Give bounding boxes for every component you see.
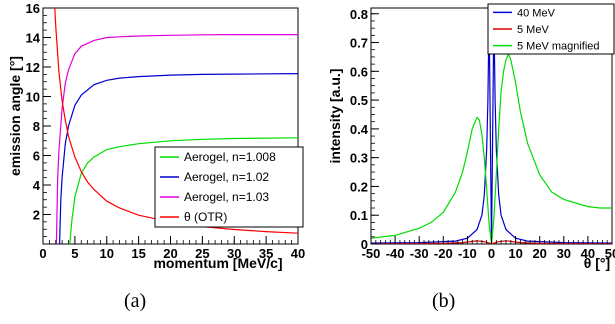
chart-panel-1: -50 -40 -30 -20 -10 0 10 20 30 40 50 0 0.1 0.2 0.3 0.4 0… [327,3,615,271]
series-line-2 [371,52,612,244]
x-tick-label: 25 [195,246,209,261]
y-tick-label: 4 [33,178,41,193]
x-tick-label: -40 [386,246,405,261]
y-tick-label: 0.1 [350,208,368,223]
legend-label: Aerogel, n=1.02 [184,170,269,184]
x-tick-label: -10 [458,246,477,261]
series-line-1 [59,73,298,244]
x-tick-label: 30 [227,246,241,261]
legend-label: Aerogel, n=1.03 [184,190,269,204]
series-line-0 [69,137,298,244]
x-tick-label: 35 [259,246,273,261]
series-line-0 [371,13,612,244]
y-tick-label: 12 [26,60,40,75]
caption-a: (a) [124,290,147,312]
legend-label: 5 MeV [517,24,549,36]
x-tick-label: -20 [434,246,453,261]
y-tick-label: 0.8 [350,7,368,22]
y-tick-label: 16 [26,1,40,16]
x-tick-label: 5 [71,246,78,261]
caption-b: (b) [432,290,456,312]
x-axis-title: θ [°] [584,255,610,271]
y-tick-label: 0.7 [350,36,368,51]
legend-label: Aerogel, n=1.008 [184,150,276,164]
y-tick-label: 8 [33,119,40,134]
legend-label: 40 MeV [517,7,556,19]
x-tick-label: -50 [362,246,381,261]
y-tick-label: 0 [361,237,368,252]
series-line-2 [55,33,298,244]
y-tick-label: 0.4 [350,122,369,137]
y-tick-label: 14 [26,31,41,46]
x-tick-label: -30 [410,246,429,261]
x-tick-label: 10 [100,246,114,261]
x-tick-label: 30 [557,246,571,261]
legend-label: θ (OTR) [184,210,227,224]
y-tick-label: 0.5 [350,93,368,108]
y-tick-label: 6 [33,149,40,164]
y-axis-title: emission angle [°] [7,56,23,176]
x-tick-label: 20 [163,246,177,261]
legend-label: 5 MeV magnified [517,41,600,53]
y-tick-label: 2 [33,208,40,223]
chart-panel-0: 0 5 10 15 20 25 30 35 40 2 4 6 8 10 12 14 16 emission ang… [7,1,305,271]
x-tick-label: 40 [291,246,305,261]
x-tick-label: 40 [581,246,595,261]
x-axis-title: momentum [MeV/c] [153,255,282,271]
y-axis-title: intensity [a.u.] [327,69,343,164]
y-tick-label: 10 [26,90,40,105]
x-tick-label: 20 [532,246,546,261]
y-tick-label: 0.6 [350,64,368,79]
legend-box [154,146,304,228]
x-tick-label: 50 [605,246,615,261]
x-tick-label: 10 [508,246,522,261]
x-tick-label: 0 [488,246,495,261]
x-tick-label: 15 [131,246,145,261]
x-tick-label: 0 [39,246,46,261]
y-tick-label: 0.2 [350,179,368,194]
y-tick-label: 0.3 [350,151,368,166]
series-line-1 [371,240,612,244]
